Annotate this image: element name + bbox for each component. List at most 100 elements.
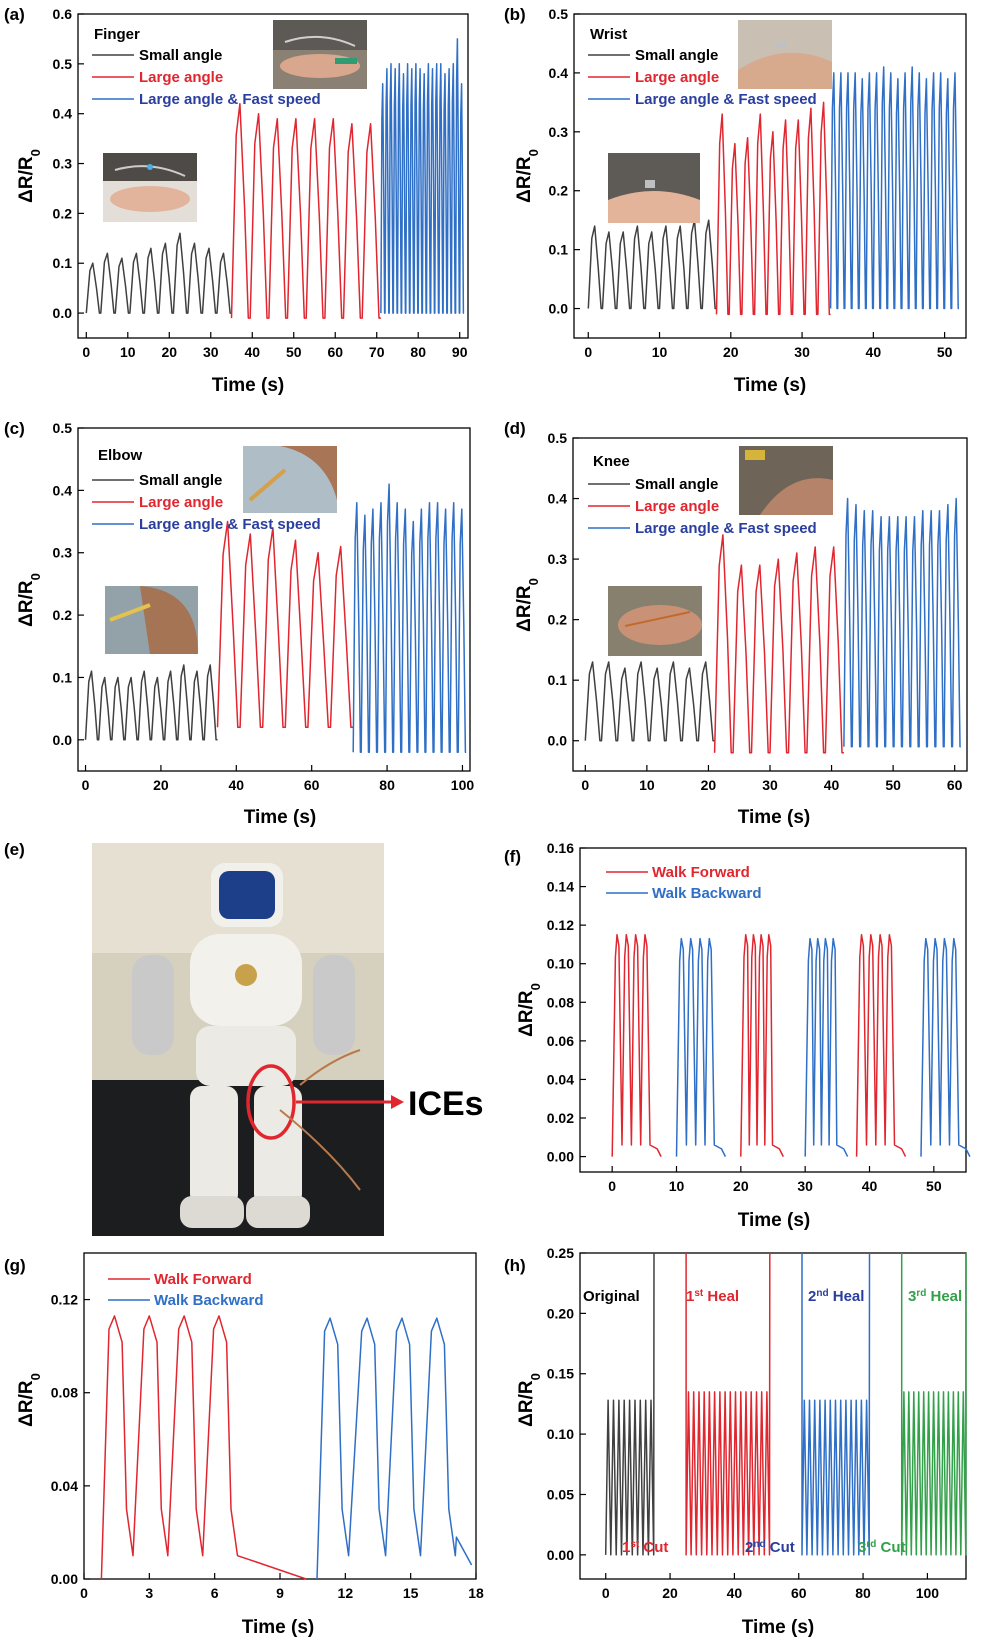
y-axis-label-d: ΔR/R0 (514, 578, 541, 632)
y-tick-label: 0.4 (549, 65, 569, 81)
panel-label-c: (c) (4, 419, 25, 438)
x-tick-label: 0 (608, 1178, 616, 1194)
x-tick-label: 80 (410, 344, 426, 360)
axes-b: 0 10 20 30 40 50 0.0 0.1 0.2 0.3 0.4 0.5 (549, 6, 953, 360)
x-tick-label: 50 (926, 1178, 942, 1194)
y-tick-label: 0.5 (53, 56, 73, 72)
y-axis-label-b: ΔR/R0 (514, 149, 541, 203)
x-tick-label: 60 (304, 777, 320, 793)
traces-c (84, 483, 467, 754)
x-tick-label: 50 (937, 344, 953, 360)
y-tick-label: 0.5 (53, 420, 73, 436)
x-axis-label-f: Time (s) (738, 1210, 811, 1231)
x-tick-label: 18 (468, 1585, 484, 1601)
x-tick-label: 40 (862, 1178, 878, 1194)
series-line-original (604, 1252, 655, 1556)
panel-title-finger: Finger (94, 26, 140, 43)
legend-a: Small angle Large angle Large angle & Fa… (92, 47, 321, 108)
x-axis-label-h: Time (s) (742, 1617, 815, 1638)
y-tick-label: 0.0 (53, 305, 73, 321)
series-line-large-angle-fast-speed (829, 66, 959, 310)
axes-h: 0 20 40 60 80 100 0.00 0.05 0.10 0.15 0.20 0.25 (547, 1245, 940, 1601)
x-tick-label: 40 (727, 1585, 743, 1601)
y-tick-label: 0.5 (549, 6, 569, 22)
y-axis-label-g: ΔR/R0 (16, 1373, 43, 1427)
legend-small-b: Small angle (635, 47, 718, 64)
y-tick-label: 0.4 (548, 491, 568, 507)
y-tick-label: 0.0 (548, 733, 568, 749)
series-line-small-angle (584, 661, 715, 742)
x-tick-label: 10 (120, 344, 136, 360)
photo-elbow-large (243, 446, 337, 513)
arrow-head-icon (391, 1095, 404, 1109)
x-tick-label: 15 (403, 1585, 419, 1601)
legend-small-a: Small angle (139, 47, 222, 64)
x-tick-label: 20 (701, 777, 717, 793)
x-tick-label: 30 (797, 1178, 813, 1194)
panel-label-a: (a) (4, 5, 25, 24)
panel-label-b: (b) (504, 5, 526, 24)
y-tick-label: 0.25 (547, 1245, 574, 1261)
x-tick-label: 20 (153, 777, 169, 793)
photo-finger-small (103, 153, 197, 222)
y-tick-label: 0.1 (53, 669, 73, 685)
x-tick-label: 40 (229, 777, 245, 793)
annotation-cut-2: 2nd Cut (745, 1539, 795, 1557)
axes-f: 0 10 20 30 40 50 0.00 0.02 0.04 0.06 0.08 0.10 0.12 0… (547, 840, 942, 1194)
plot-frame-f (579, 847, 967, 1173)
legend-large-d: Large angle (635, 498, 719, 515)
series-line-large-angle-fast-speed (380, 38, 465, 314)
panel-label-d: (d) (504, 419, 526, 438)
x-tick-label: 40 (824, 777, 840, 793)
y-tick-label: 0.0 (549, 301, 569, 317)
x-tick-label: 50 (286, 344, 302, 360)
x-axis-label-a: Time (s) (212, 375, 285, 396)
panel-c-elbow: (c) 0 20 40 60 80 100 0.0 0.1 0.2 0.3 0.4 0.5 Elbow… (4, 419, 474, 828)
panel-g-walk-zoom: (g) 0 3 6 9 12 15 18 0.00 0.04 0.08 0.12 Walk Forw… (4, 1252, 484, 1638)
legend-small-c: Small angle (139, 472, 222, 489)
y-tick-label: 0.6 (53, 6, 73, 22)
traces-g (100, 1315, 473, 1580)
legend-forward-g: Walk Forward (154, 1271, 252, 1288)
traces-d (584, 497, 961, 754)
legend-fast-b: Large angle & Fast speed (635, 91, 817, 108)
panel-e-robot: (e) ICEs (4, 840, 484, 1236)
x-tick-label: 70 (369, 344, 385, 360)
x-tick-label: 0 (602, 1585, 610, 1601)
series-line-large-angle-fast-speed (843, 497, 961, 748)
photo-wrist-small (608, 153, 700, 223)
x-tick-label: 12 (338, 1585, 354, 1601)
legend-backward-f: Walk Backward (652, 885, 762, 902)
series-line-large-angle (713, 534, 844, 754)
series-line-small-angle (84, 664, 218, 741)
y-axis-label-a: ΔR/R0 (16, 149, 43, 203)
panel-a-finger: (a) 0 10 20 30 40 50 60 70 80 90 0.0 0.1 0.2 0.3 0.4 0.… (4, 5, 469, 396)
legend-large-c: Large angle (139, 494, 223, 511)
y-tick-label: 0.08 (51, 1385, 78, 1401)
legend-forward-f: Walk Forward (652, 864, 750, 881)
series-line-1st-heal (685, 1252, 771, 1556)
annotation-original: Original (583, 1288, 640, 1305)
y-tick-label: 0.3 (549, 124, 569, 140)
y-tick-label: 0.00 (547, 1149, 574, 1165)
y-tick-label: 0.2 (53, 205, 73, 221)
panel-label-f: (f) (504, 847, 521, 866)
x-tick-label: 20 (662, 1585, 678, 1601)
plot-frame-c (77, 427, 471, 772)
x-axis-label-b: Time (s) (734, 375, 807, 396)
x-tick-label: 80 (855, 1585, 871, 1601)
annotation-heal-3: 3rd Heal (908, 1288, 962, 1306)
axes-d: 0 10 20 30 40 50 60 0.0 0.1 0.2 0.3 0.4 0.5 (548, 430, 963, 793)
y-tick-label: 0.20 (547, 1305, 574, 1321)
traces-f (611, 934, 971, 1157)
annotation-cut-1: 1st Cut (622, 1539, 668, 1557)
series-line-walk-forward (611, 934, 662, 1157)
legend-large-b: Large angle (635, 69, 719, 86)
series-line-large-angle-fast-speed (352, 483, 467, 754)
panel-f-walk: (f) 0 10 20 30 40 500.000.020.040.060.080.100… (504, 840, 971, 1231)
legend-b: Small angle Large angle Large angle & Fa… (588, 47, 817, 108)
x-tick-label: 30 (762, 777, 778, 793)
y-tick-label: 0.3 (53, 545, 73, 561)
series-line-walk-backward (675, 937, 727, 1157)
